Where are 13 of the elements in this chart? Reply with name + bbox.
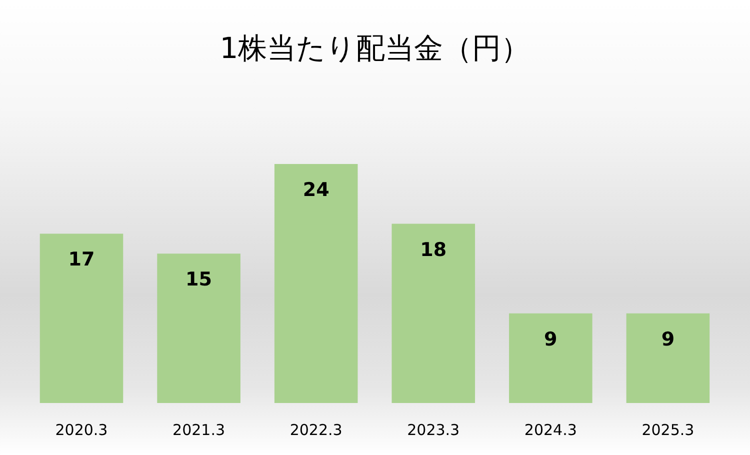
x-tick-label: 2020.3 — [55, 421, 108, 439]
data-label: 9 — [661, 328, 675, 350]
chart-title: 1株当たり配当金（円） — [220, 31, 530, 65]
data-label: 17 — [68, 248, 95, 271]
x-tick-label: 2022.3 — [290, 421, 342, 439]
x-tick-label: 2024.3 — [524, 421, 577, 439]
x-tick-label: 2023.3 — [407, 421, 460, 439]
x-tick-label: 2025.3 — [642, 421, 694, 439]
data-label: 18 — [420, 238, 447, 261]
data-label: 9 — [544, 328, 558, 350]
data-label: 24 — [302, 179, 330, 201]
x-tick-label: 2021.3 — [172, 421, 226, 439]
data-label: 15 — [186, 268, 212, 291]
